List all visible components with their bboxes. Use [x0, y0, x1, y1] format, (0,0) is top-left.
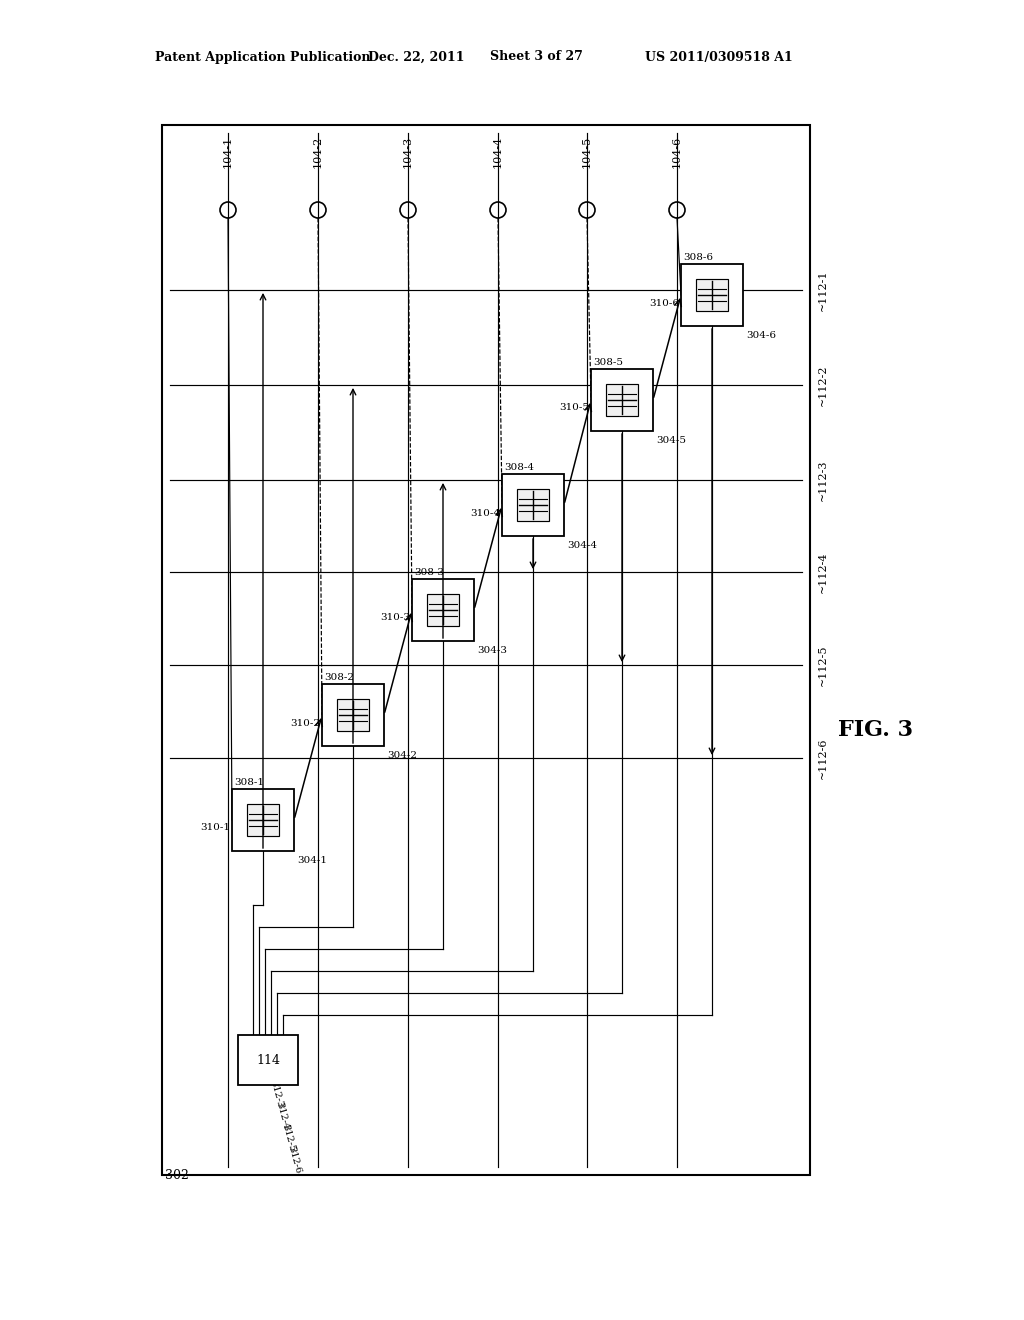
- Text: ~112-6: ~112-6: [818, 738, 828, 779]
- Text: 104-4: 104-4: [493, 136, 503, 168]
- Text: 310-2: 310-2: [290, 718, 319, 727]
- Text: 104-1: 104-1: [223, 136, 233, 168]
- Text: 312-1: 312-1: [256, 1035, 272, 1065]
- Bar: [517, 488, 549, 521]
- Text: 312-3: 312-3: [268, 1080, 284, 1109]
- Text: 304-5: 304-5: [656, 436, 686, 445]
- Bar: [337, 698, 369, 731]
- Text: Sheet 3 of 27: Sheet 3 of 27: [490, 50, 583, 63]
- Bar: [502, 474, 564, 536]
- Text: 310-3: 310-3: [380, 614, 410, 623]
- Text: Dec. 22, 2011: Dec. 22, 2011: [368, 50, 465, 63]
- Text: 310-1: 310-1: [200, 824, 230, 833]
- Text: 308-5: 308-5: [593, 358, 623, 367]
- Text: 114: 114: [256, 1053, 280, 1067]
- Text: 308-6: 308-6: [683, 253, 713, 261]
- Text: 308-4: 308-4: [504, 463, 534, 473]
- Text: 104-6: 104-6: [672, 136, 682, 168]
- Text: 304-3: 304-3: [477, 645, 507, 655]
- Text: 104-5: 104-5: [582, 136, 592, 168]
- Bar: [696, 279, 728, 312]
- Text: 312-2: 312-2: [262, 1057, 278, 1086]
- Text: 310-4: 310-4: [470, 508, 500, 517]
- Text: 304-4: 304-4: [567, 541, 597, 550]
- Bar: [322, 684, 384, 746]
- Text: 302: 302: [165, 1170, 188, 1181]
- Text: 104-3: 104-3: [403, 136, 413, 168]
- Text: ~112-3: ~112-3: [818, 459, 828, 500]
- Bar: [681, 264, 743, 326]
- Text: Patent Application Publication: Patent Application Publication: [155, 50, 371, 63]
- Text: 104-2: 104-2: [313, 136, 323, 168]
- Text: 310-5: 310-5: [559, 404, 589, 412]
- Text: 308-1: 308-1: [234, 777, 264, 787]
- Bar: [232, 789, 294, 851]
- Text: ~112-4: ~112-4: [818, 552, 828, 593]
- Text: 312-6: 312-6: [286, 1146, 302, 1175]
- Text: 308-3: 308-3: [414, 568, 444, 577]
- Text: 304-2: 304-2: [387, 751, 417, 760]
- Text: 310-6: 310-6: [649, 298, 679, 308]
- Bar: [412, 579, 474, 642]
- Bar: [606, 384, 638, 416]
- Text: 312-5: 312-5: [280, 1123, 296, 1152]
- Text: FIG. 3: FIG. 3: [838, 719, 912, 741]
- Bar: [162, 125, 810, 1175]
- Text: 304-6: 304-6: [746, 331, 776, 341]
- Text: ~112-1: ~112-1: [818, 269, 828, 310]
- Text: US 2011/0309518 A1: US 2011/0309518 A1: [645, 50, 793, 63]
- Text: 304-1: 304-1: [297, 855, 327, 865]
- Text: ~112-5: ~112-5: [818, 644, 828, 686]
- Text: 308-2: 308-2: [324, 673, 354, 682]
- Bar: [247, 804, 280, 836]
- Text: ~112-2: ~112-2: [818, 364, 828, 405]
- Bar: [238, 1035, 298, 1085]
- Text: 312-4: 312-4: [274, 1101, 290, 1131]
- Bar: [427, 594, 459, 626]
- Bar: [591, 370, 653, 432]
